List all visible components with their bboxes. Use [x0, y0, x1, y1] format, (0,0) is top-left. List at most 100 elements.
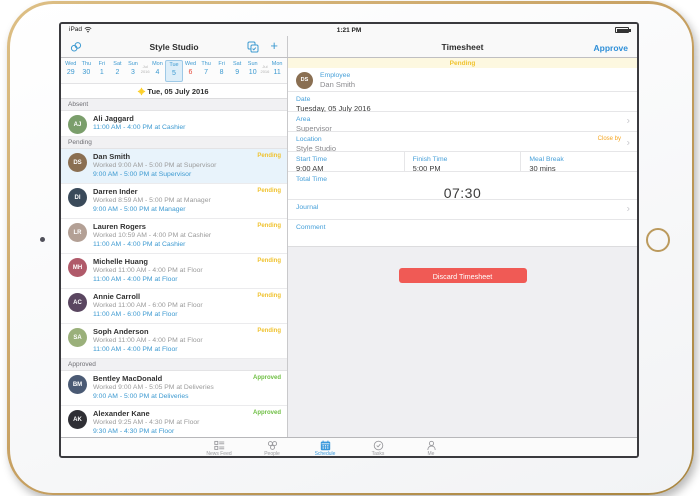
worked-time: Worked 8:59 AM - 5:00 PM at Manager — [93, 197, 211, 204]
employee-row[interactable]: LR Lauren Rogers Worked 10:59 AM - 4:00 PM… — [61, 219, 287, 254]
calendar-day[interactable]: Mon 4 — [152, 61, 163, 76]
calendar-day[interactable]: Fri 1 — [98, 61, 106, 76]
meal-break-field[interactable]: Meal Break 30 mins — [521, 152, 637, 173]
discard-timesheet-button[interactable]: Discard Timesheet — [398, 268, 527, 283]
wifi-icon — [84, 26, 92, 33]
total-time-field: Total Time 07:30 — [288, 172, 637, 201]
employee-field[interactable]: DS Employee Dan Smith — [288, 68, 637, 92]
tasks-icon — [373, 440, 383, 450]
total-time-value: 07:30 — [443, 185, 482, 201]
area-field[interactable]: Area Supervisor › — [288, 112, 637, 133]
timesheet-detail: Pending DS Employee Dan Smith Date Tuesd… — [288, 58, 637, 437]
journal-field[interactable]: Journal › — [288, 200, 637, 220]
field-label: Total Time — [296, 176, 327, 183]
employee-name: Annie Carroll — [93, 292, 141, 301]
employee-name: Darren Inder — [93, 187, 138, 196]
calendar-day[interactable]: Sat 9 — [233, 61, 242, 76]
tab-bar: News Feed People — [61, 437, 637, 456]
worked-time: Worked 11:00 AM - 6:00 PM at Floor — [93, 302, 203, 309]
calendar-day[interactable]: Mon 11 — [271, 61, 283, 76]
field-value: Style Studio — [296, 144, 337, 153]
employee-name: Soph Anderson — [93, 327, 149, 336]
home-button[interactable] — [646, 228, 670, 252]
avatar: AC — [68, 293, 87, 312]
status-badge: Pending — [257, 293, 281, 299]
comment-field[interactable]: Comment — [288, 220, 637, 246]
status-badge: Pending — [257, 258, 281, 264]
worked-time: Worked 11:00 AM - 4:00 PM at Floor — [93, 267, 203, 274]
schedule-panel: Wed 29 Thu 30 Fri 1 Sat 2 Sun 3 Jul 2016 Mon 4 Tue 5 Wed… — [61, 58, 288, 437]
calendar-day[interactable]: Thu 7 — [201, 61, 211, 76]
avatar: LR — [68, 223, 87, 242]
employee-row[interactable]: BM Bentley MacDonald Worked 9:00 AM - 5:05… — [61, 371, 287, 406]
chevron-right-icon: › — [626, 137, 630, 149]
calendar-day[interactable]: Sun 3 — [128, 61, 138, 76]
field-label: Meal Break — [529, 156, 564, 163]
field-label: Comment — [296, 224, 326, 231]
employee-name: Bentley MacDonald — [93, 374, 163, 383]
employee-row[interactable]: SA Soph Anderson Worked 11:00 AM - 4:00 PM… — [61, 324, 287, 359]
calendar-day[interactable]: Sat 2 — [113, 61, 122, 76]
scheduled-time: 9:00 AM - 5:00 PM at Deliveries — [93, 393, 189, 400]
section-header: Absent — [61, 99, 287, 111]
employee-row[interactable]: DS Dan Smith Worked 9:00 AM - 5:00 PM at S… — [61, 149, 287, 184]
employee-name: Michelle Huang — [93, 257, 149, 266]
status-badge: Pending — [257, 328, 281, 334]
calendar-day[interactable]: Jul 2016 — [140, 64, 150, 74]
tab-people[interactable]: People — [254, 438, 290, 456]
field-value: 5:00 PM — [412, 164, 441, 173]
employee-row[interactable]: AC Annie Carroll Worked 11:00 AM - 6:00 PM… — [61, 289, 287, 324]
calendar-day[interactable]: Fri 8 — [218, 61, 225, 76]
calendar-day[interactable]: Tue 5 — [165, 60, 183, 82]
battery-icon — [615, 27, 631, 33]
scheduled-time: 11:00 AM - 6:00 PM at Floor — [93, 311, 178, 318]
employee-row[interactable]: DI Darren Inder Worked 8:59 AM - 5:00 PM a… — [61, 184, 287, 219]
tab-news-feed[interactable]: News Feed — [201, 438, 237, 456]
date-field[interactable]: Date Tuesday, 05 July 2016 — [288, 92, 637, 113]
field-label: Date — [296, 96, 311, 103]
calendar-day[interactable]: Sun 10 — [247, 61, 258, 76]
calendar-day[interactable]: Thu 30 — [81, 61, 92, 76]
scheduled-time: 9:00 AM - 5:00 PM at Supervisor — [93, 171, 192, 178]
employee-name: Dan Smith — [93, 152, 131, 161]
times-fields: Start Time 9:00 AM Finish Time 5:00 PM M… — [288, 152, 637, 173]
calendar-strip: Wed 29 Thu 30 Fri 1 Sat 2 Sun 3 Jul 2016 Mon 4 Tue 5 Wed… — [61, 58, 287, 84]
add-icon[interactable]: + — [270, 38, 278, 53]
timesheet-nav: Timesheet Approve — [288, 36, 637, 57]
section-header: Approved — [61, 359, 287, 371]
status-badge: Approved — [252, 410, 281, 416]
close-by-label: Close by — [597, 136, 621, 142]
sun-icon — [139, 89, 145, 94]
employee-row[interactable]: AK Alexander Kane Worked 9:25 AM - 4:30 PM… — [61, 406, 287, 437]
tab-me[interactable]: Me — [413, 438, 449, 456]
timesheet-title: Timesheet — [441, 42, 484, 52]
field-label: Area — [296, 116, 311, 123]
field-value: 30 mins — [529, 164, 556, 173]
status-bar: iPad 1:21 PM — [61, 24, 637, 36]
copy-timesheets-icon[interactable] — [247, 41, 259, 53]
start-time-field[interactable]: Start Time 9:00 AM — [288, 152, 405, 173]
chevron-right-icon: › — [626, 115, 630, 127]
calendar-day[interactable]: Jul 2016 — [260, 64, 270, 74]
employee-row[interactable]: MH Michelle Huang Worked 11:00 AM - 4:00 P… — [61, 254, 287, 289]
employee-row[interactable]: AJ Ali Jaggard 11:00 AM - 4:00 PM at Cashi… — [61, 111, 287, 137]
field-label: Journal — [296, 204, 319, 211]
field-value: Dan Smith — [320, 80, 356, 89]
field-label: Start Time — [296, 156, 327, 163]
worked-time: Worked 9:25 AM - 4:30 PM at Floor — [93, 419, 200, 426]
avatar: DS — [68, 153, 87, 172]
finish-time-field[interactable]: Finish Time 5:00 PM — [405, 152, 522, 173]
approve-button[interactable]: Approve — [593, 43, 628, 53]
avatar: AK — [68, 410, 87, 429]
location-field[interactable]: Location Style Studio Close by › — [288, 132, 637, 153]
worked-time: Worked 9:00 AM - 5:00 PM at Supervisor — [93, 162, 217, 169]
calendar-day[interactable]: Wed 29 — [65, 61, 77, 76]
calendar-day[interactable]: Wed 6 — [184, 61, 197, 76]
front-camera — [40, 237, 45, 242]
avatar: DS — [296, 71, 313, 89]
locations-filter-icon[interactable] — [70, 41, 82, 53]
tab-tasks[interactable]: Tasks — [360, 438, 396, 456]
tab-schedule[interactable]: Schedule — [307, 438, 343, 456]
avatar: BM — [68, 375, 87, 394]
